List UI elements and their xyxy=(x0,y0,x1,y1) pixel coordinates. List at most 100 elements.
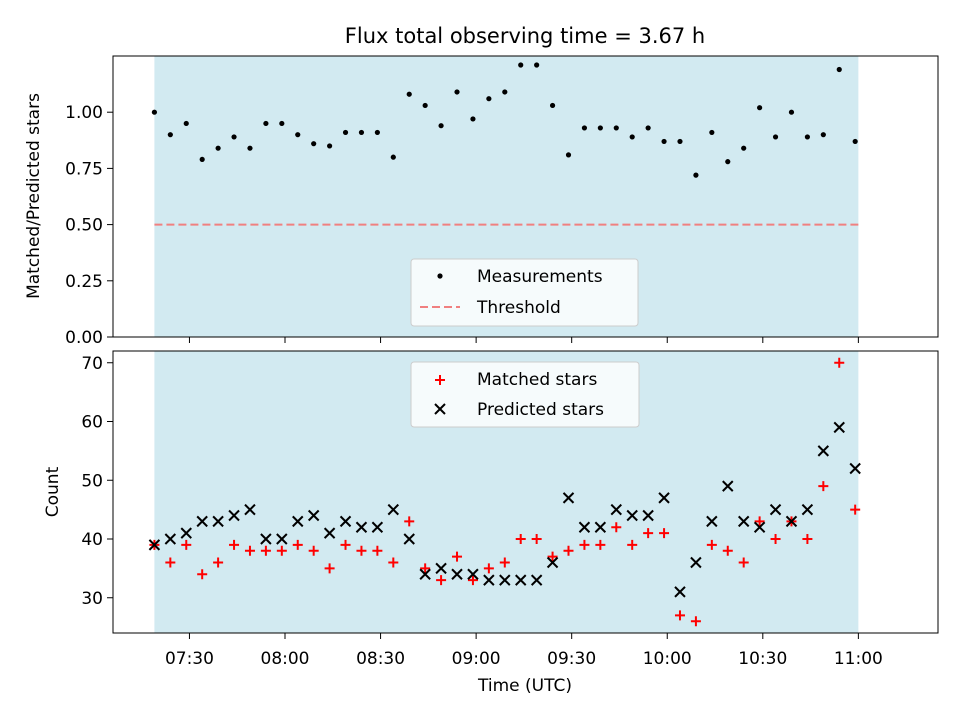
predicted-stars-point xyxy=(371,521,384,533)
matched-stars-point xyxy=(420,563,431,574)
top-axes-frame xyxy=(112,55,939,338)
matched-stars-point xyxy=(515,534,526,544)
matched-stars-point xyxy=(165,557,176,568)
measurement-point xyxy=(597,125,603,131)
matched-stars-point xyxy=(276,545,287,556)
matched-stars-point xyxy=(579,539,590,550)
matched-stars-point xyxy=(452,551,463,562)
xtick-label: 11:00 xyxy=(834,649,883,669)
measurement-point xyxy=(613,125,619,131)
measurement-point xyxy=(741,145,747,151)
measurement-point xyxy=(725,159,731,165)
measurement-point xyxy=(788,109,795,115)
matched-stars-point xyxy=(818,481,829,492)
legend-marker-matched xyxy=(435,375,445,385)
xtick-label: 08:00 xyxy=(261,649,310,669)
predicted-stars-point xyxy=(244,503,256,516)
legend-marker-predicted xyxy=(434,403,446,415)
measurement-point xyxy=(422,102,428,109)
matched-stars-point xyxy=(770,534,781,544)
measurement-point xyxy=(502,89,508,95)
measurement-point xyxy=(661,138,667,145)
matched-stars-point xyxy=(197,569,208,580)
bottom-ylabel: Count xyxy=(43,466,63,517)
predicted-stars-point xyxy=(292,515,304,528)
predicted-stars-point xyxy=(515,574,527,586)
measurement-point xyxy=(518,62,524,68)
measurement-point xyxy=(629,134,635,140)
measurement-point xyxy=(342,129,349,136)
predicted-stars-point xyxy=(403,533,415,545)
measurement-point xyxy=(836,66,842,73)
xtick-label: 09:00 xyxy=(452,649,501,669)
matched-stars-point xyxy=(690,616,701,627)
predicted-stars-point xyxy=(499,574,511,586)
bottom-ytick-label: 30 xyxy=(81,589,103,609)
bottom-ytick-label: 40 xyxy=(81,530,103,550)
measurement-point xyxy=(295,132,301,138)
predicted-stars-point xyxy=(546,556,559,569)
predicted-stars-point xyxy=(578,521,591,533)
matched-stars-point xyxy=(643,528,654,539)
measurement-point xyxy=(534,62,540,68)
legend-label-matched: Matched stars xyxy=(477,370,597,390)
predicted-stars-point xyxy=(276,533,288,545)
matched-stars-point xyxy=(436,575,447,586)
top-ytick-label: 0.50 xyxy=(65,216,103,236)
predicted-stars-point xyxy=(483,574,495,586)
predicted-stars-point xyxy=(196,515,208,528)
legend-label-predicted: Predicted stars xyxy=(477,400,604,420)
predicted-stars-point xyxy=(594,521,607,533)
measurement-point xyxy=(231,134,237,140)
matched-stars-point xyxy=(722,545,733,556)
predicted-stars-point xyxy=(642,509,654,522)
xtick-label: 07:30 xyxy=(165,649,214,669)
top-ytick-label: 0.00 xyxy=(65,328,103,348)
predicted-stars-point xyxy=(530,574,543,586)
predicted-stars-point xyxy=(610,503,622,516)
measurement-point xyxy=(645,125,651,131)
measurement-point xyxy=(247,145,253,151)
matched-stars-point xyxy=(674,610,685,621)
matched-stars-point xyxy=(388,557,399,568)
predicted-stars-point xyxy=(690,556,702,569)
matched-stars-point xyxy=(611,522,622,533)
matched-stars-point xyxy=(738,557,749,568)
matched-stars-point xyxy=(595,539,606,550)
xtick-label: 08:30 xyxy=(356,649,405,669)
matched-stars-point xyxy=(834,357,845,368)
matched-stars-point xyxy=(563,545,574,556)
matched-stars-point xyxy=(754,516,765,527)
measurement-point xyxy=(454,89,460,95)
measurement-point xyxy=(327,143,333,149)
predicted-stars-point xyxy=(626,509,638,522)
predicted-stars-point xyxy=(801,503,814,516)
predicted-stars-point xyxy=(307,509,320,522)
measurement-point xyxy=(486,96,492,102)
measurement-point xyxy=(215,145,221,151)
predicted-stars-point xyxy=(339,515,352,528)
measurement-point xyxy=(390,154,396,160)
matched-stars-point xyxy=(181,539,192,550)
measurement-point xyxy=(199,156,205,163)
predicted-stars-point xyxy=(435,562,447,575)
predicted-stars-point xyxy=(451,568,463,580)
measurement-point xyxy=(757,105,763,111)
predicted-stars-point xyxy=(562,492,575,504)
measurement-point xyxy=(677,138,683,145)
predicted-stars-point xyxy=(467,568,479,580)
measurement-point xyxy=(279,120,285,127)
top-ytick-label: 1.00 xyxy=(65,103,103,123)
predicted-stars-point xyxy=(164,533,177,545)
matched-stars-point xyxy=(324,563,335,574)
predicted-stars-point xyxy=(387,503,400,516)
matched-stars-point xyxy=(483,563,494,574)
measurement-point xyxy=(549,102,556,109)
xlabel: Time (UTC) xyxy=(477,676,572,696)
bottom-legend xyxy=(410,361,640,428)
predicted-stars-point xyxy=(419,568,431,580)
measurement-point xyxy=(852,138,858,145)
measurement-point xyxy=(693,172,699,178)
measurement-point xyxy=(311,141,317,147)
measurement-point xyxy=(263,120,269,127)
